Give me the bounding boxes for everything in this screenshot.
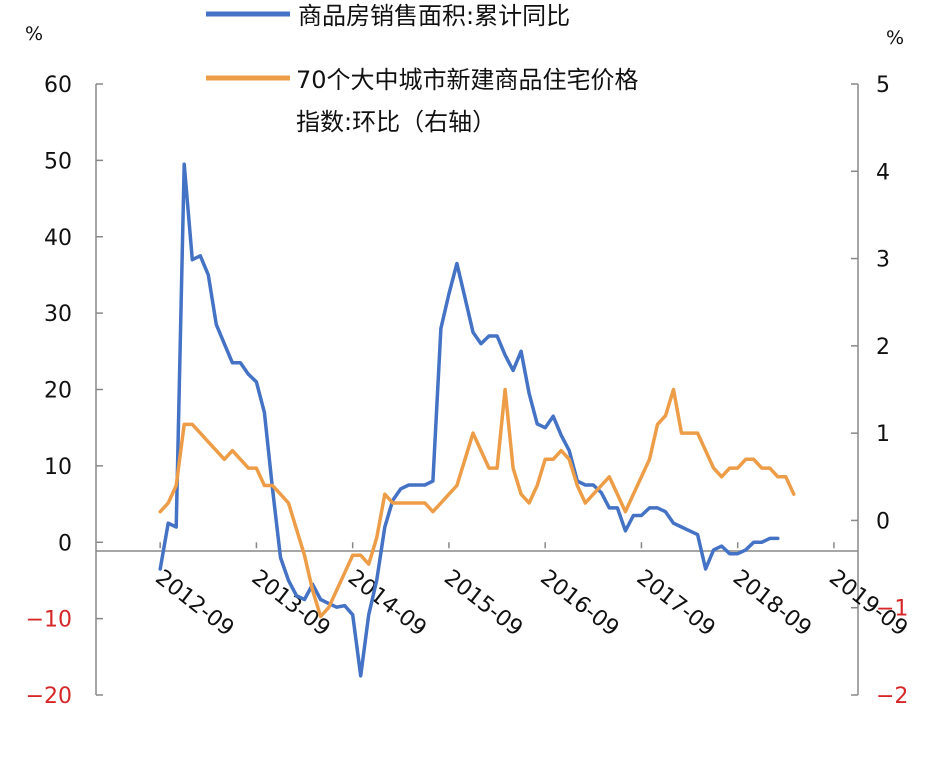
right-tick-label: 1 (876, 422, 890, 447)
x-ticks: 2012-09 2013-09 2014-09 2015-09 2016-09 2017-… (150, 542, 912, 642)
x-tick-label: 2018-09 (728, 565, 816, 641)
right-tick-label: 0 (876, 509, 890, 534)
left-tick-label: 0 (58, 531, 72, 556)
right-tick-label: 3 (876, 248, 890, 273)
legend-label-price-line2: 指数:环比（右轴） (296, 108, 496, 136)
left-tick-label: 10 (44, 455, 72, 480)
series-layer (158, 162, 796, 678)
left-tick-label: 20 (44, 379, 72, 404)
x-tick-label: 2017-09 (632, 565, 720, 641)
left-tick-label: 30 (44, 302, 72, 327)
left-ticks: 60 50 40 30 20 10 0 −10 −20 (26, 73, 103, 709)
left-tick-label: 40 (44, 226, 72, 251)
x-tick-label: 2012-09 (150, 565, 238, 641)
legend-label-sales: 商品房销售面积:累计同比 (298, 2, 570, 30)
right-tick-label: −1 (876, 597, 908, 622)
left-tick-label: 60 (44, 73, 72, 98)
series-line-price-index (158, 387, 796, 619)
legend: 商品房销售面积:累计同比 70个大中城市新建商品住宅价格 指数:环比（右轴） (206, 2, 639, 136)
left-tick-label: −20 (26, 684, 72, 709)
x-tick-label: 2015-09 (439, 565, 527, 641)
right-tick-label: 5 (876, 73, 890, 98)
right-tick-label: 2 (876, 335, 890, 360)
left-tick-label: 50 (44, 149, 72, 174)
x-tick-label: 2013-09 (247, 565, 335, 641)
right-tick-label: −2 (876, 684, 908, 709)
right-tick-label: 4 (876, 160, 890, 185)
right-axis-unit: % (886, 27, 904, 49)
series-line-sales-area (158, 162, 780, 678)
right-ticks: 5 4 3 2 1 0 −1 −2 (851, 73, 908, 709)
left-axis-unit: % (25, 23, 43, 45)
legend-label-price-line1: 70个大中城市新建商品住宅价格 (296, 66, 639, 94)
left-tick-label: −10 (26, 608, 72, 633)
x-tick-label: 2016-09 (535, 565, 623, 641)
